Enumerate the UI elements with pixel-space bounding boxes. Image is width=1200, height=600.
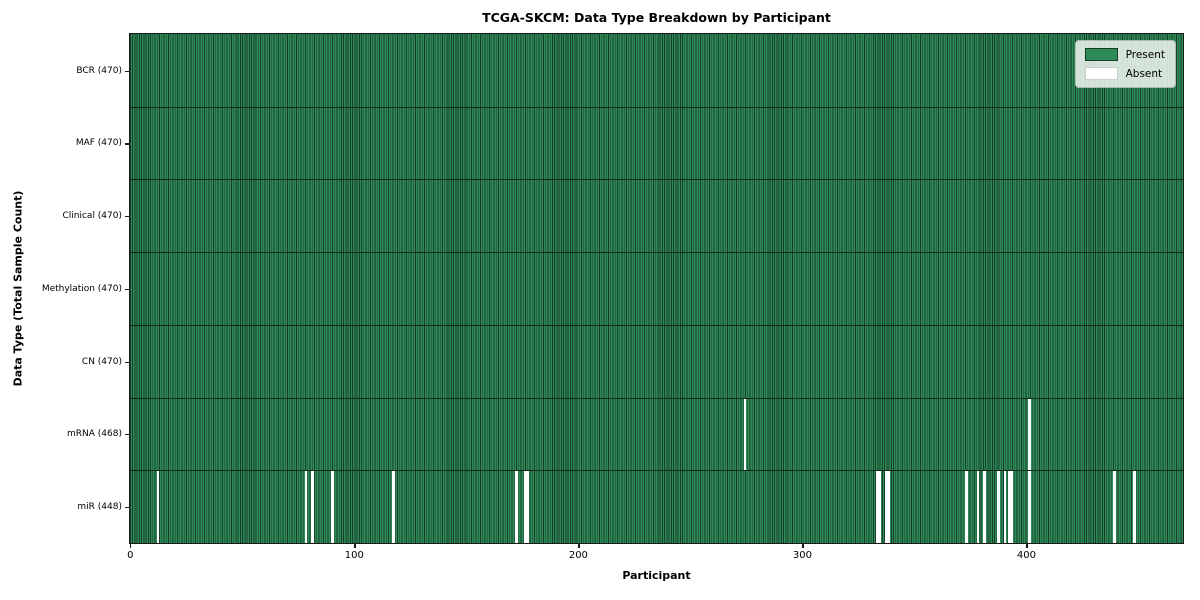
chart-title: TCGA-SKCM: Data Type Breakdown by Partic… bbox=[482, 10, 831, 25]
x-tick-label: 100 bbox=[344, 550, 364, 561]
x-tick-label: 300 bbox=[792, 550, 812, 561]
absent-mark bbox=[884, 471, 888, 543]
x-tick-mark bbox=[1026, 544, 1028, 548]
heatmap-row-cn bbox=[130, 324, 1183, 398]
absent-mark bbox=[1028, 471, 1031, 543]
absent-mark bbox=[391, 471, 395, 543]
absent-mark bbox=[1010, 471, 1013, 543]
y-tick-label: miR (448) bbox=[77, 501, 122, 512]
legend-label-absent: Absent bbox=[1125, 67, 1163, 80]
absent-mark bbox=[1028, 398, 1031, 471]
legend-swatch-present-icon bbox=[1084, 48, 1118, 61]
heatmap-row-mir bbox=[130, 470, 1183, 543]
heatmap-row-maf bbox=[130, 106, 1183, 180]
legend-item-absent: Absent bbox=[1084, 67, 1165, 80]
absent-mark bbox=[743, 398, 747, 471]
absent-mark bbox=[1007, 471, 1011, 543]
legend-label-present: Present bbox=[1125, 48, 1165, 61]
absent-mark bbox=[524, 471, 527, 543]
absent-mark bbox=[996, 471, 1000, 543]
y-tick-mark bbox=[125, 506, 129, 509]
y-tick-mark bbox=[125, 361, 129, 363]
x-tick-label: 400 bbox=[1016, 550, 1037, 561]
absent-mark bbox=[1133, 471, 1137, 543]
heatmap-row-mrna bbox=[130, 397, 1183, 471]
y-tick-label: mRNA (468) bbox=[67, 429, 122, 440]
heatmap-row-clinical bbox=[130, 179, 1183, 252]
y-tick-label: BCR (470) bbox=[76, 65, 122, 76]
y-tick-label: Methylation (470) bbox=[41, 283, 122, 294]
absent-mark bbox=[976, 471, 980, 543]
y-tick-mark bbox=[125, 216, 129, 218]
absent-mark bbox=[311, 471, 314, 543]
plot-area: Present Absent bbox=[129, 33, 1184, 544]
absent-mark bbox=[983, 471, 987, 543]
absent-mark bbox=[878, 471, 881, 543]
heatmap-row-methylation bbox=[130, 252, 1183, 325]
legend-item-present: Present bbox=[1084, 48, 1165, 61]
x-tick-mark bbox=[802, 544, 804, 548]
heatmap-row-bcr bbox=[130, 34, 1183, 107]
absent-mark bbox=[304, 471, 308, 543]
y-tick-label: MAF (470) bbox=[75, 138, 122, 149]
absent-mark bbox=[515, 471, 518, 543]
absent-mark bbox=[526, 471, 530, 543]
absent-mark bbox=[887, 471, 890, 543]
x-tick-label: 200 bbox=[568, 550, 588, 561]
absent-mark bbox=[331, 471, 335, 543]
absent-mark bbox=[1113, 471, 1117, 543]
y-tick-mark bbox=[125, 70, 129, 72]
x-axis-label: Participant bbox=[622, 569, 691, 582]
x-tick-mark bbox=[130, 544, 132, 548]
absent-mark bbox=[1003, 471, 1007, 543]
legend: Present Absent bbox=[1074, 40, 1176, 88]
y-tick-mark bbox=[125, 434, 129, 436]
absent-mark bbox=[875, 471, 879, 543]
absent-mark bbox=[965, 471, 969, 543]
y-tick-label: CN (470) bbox=[81, 356, 122, 367]
legend-swatch-absent-icon bbox=[1084, 67, 1118, 80]
absent-mark bbox=[156, 471, 160, 543]
y-tick-mark bbox=[125, 288, 129, 290]
y-tick-mark bbox=[125, 143, 129, 145]
x-tick-label: 0 bbox=[127, 550, 134, 561]
x-tick-mark bbox=[578, 544, 580, 548]
y-tick-label: Clinical (470) bbox=[62, 211, 122, 222]
x-tick-mark bbox=[354, 544, 356, 548]
